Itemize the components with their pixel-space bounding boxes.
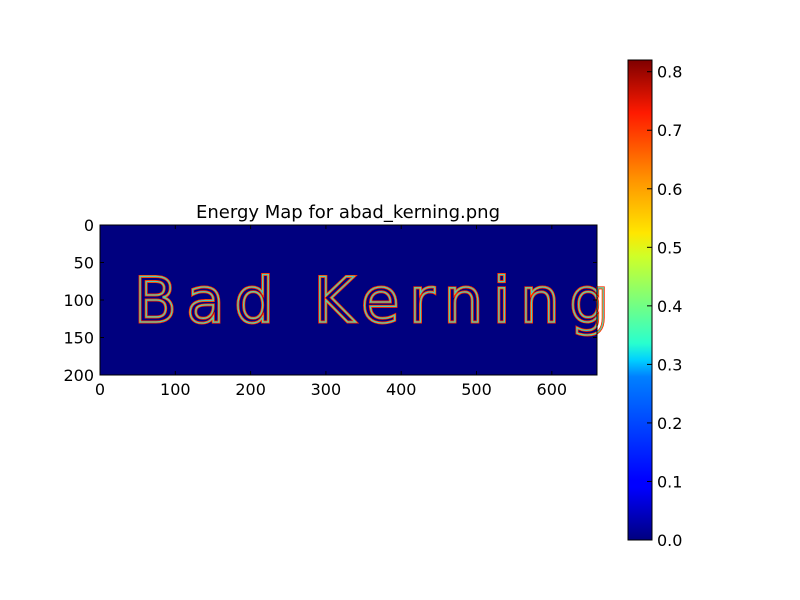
x-tick-label: 200 bbox=[235, 380, 266, 399]
colorbar-gradient bbox=[628, 60, 652, 540]
edge-outer-layer: Bad Kerning bbox=[134, 264, 619, 337]
y-tick-label: 50 bbox=[74, 254, 94, 273]
heatmap-y-axis: 0 50 100 150 200 bbox=[63, 216, 597, 385]
colorbar-frame bbox=[627, 59, 653, 541]
colorbar-tick-label: 0.8 bbox=[657, 63, 682, 82]
heatmap-x-axis: 0 100 200 300 400 500 600 bbox=[95, 225, 567, 399]
y-tick-label: 150 bbox=[63, 329, 94, 348]
y-tick-label: 0 bbox=[84, 216, 94, 235]
colorbar-axis: 0.0 0.1 0.2 0.3 0.4 0.5 0.6 0.7 0.8 bbox=[647, 63, 682, 550]
y-tick-label: 100 bbox=[63, 291, 94, 310]
colorbar-tick-label: 0.5 bbox=[657, 238, 682, 257]
edge-inner-layer: Bad Kerning bbox=[134, 264, 619, 337]
colorbar-tick-label: 0.3 bbox=[657, 355, 682, 374]
colorbar-tick-label: 0.6 bbox=[657, 180, 682, 199]
colorbar-tick-label: 0.1 bbox=[657, 472, 682, 491]
heatmap-image: Bad Kerning Bad Kerning Bad Kerning bbox=[99, 224, 619, 376]
x-tick-label: 600 bbox=[537, 380, 568, 399]
heatmap-background bbox=[100, 225, 597, 375]
chart-title: Energy Map for abad_kerning.png bbox=[196, 202, 500, 223]
x-tick-label: 100 bbox=[160, 380, 191, 399]
y-tick-label: 200 bbox=[63, 366, 94, 385]
x-tick-label: 400 bbox=[386, 380, 417, 399]
edge-mid-layer: Bad Kerning bbox=[134, 264, 619, 337]
x-tick-label: 300 bbox=[311, 380, 342, 399]
energy-edges: Bad Kerning Bad Kerning Bad Kerning bbox=[133, 263, 619, 339]
colorbar-tick-label: 0.2 bbox=[657, 414, 682, 433]
x-tick-label: 0 bbox=[95, 380, 105, 399]
x-tick-label: 500 bbox=[461, 380, 492, 399]
colorbar-tick-label: 0.4 bbox=[657, 297, 682, 316]
colorbar: 0.0 0.1 0.2 0.3 0.4 0.5 0.6 0.7 0.8 bbox=[627, 59, 682, 550]
colorbar-tick-label: 0.0 bbox=[657, 531, 682, 550]
colorbar-tick-label: 0.7 bbox=[657, 121, 682, 140]
